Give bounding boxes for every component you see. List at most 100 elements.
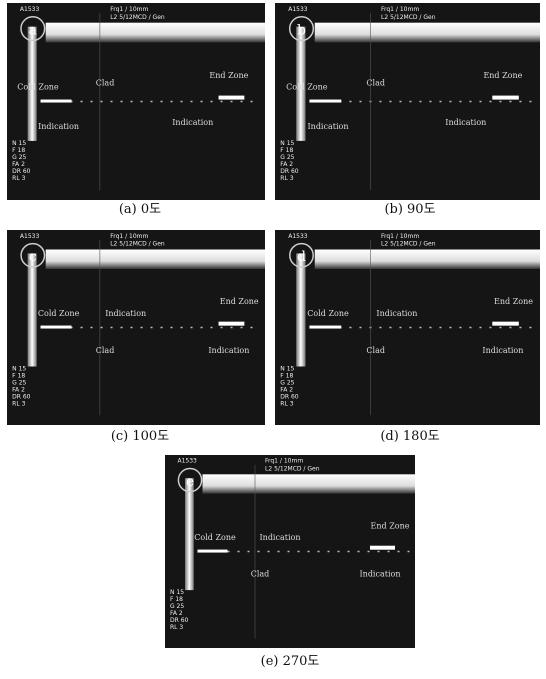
- gain-bar: [27, 26, 37, 141]
- reflection-band: [202, 474, 415, 494]
- reflection-band: [45, 249, 266, 269]
- panel-letter: c: [29, 249, 37, 265]
- annotation: Cold Zone: [286, 83, 328, 92]
- param-text: RL 3: [12, 175, 25, 182]
- annotation: Indication: [482, 346, 523, 355]
- annotation: Clad: [366, 79, 385, 88]
- param-text: N 15: [12, 365, 26, 372]
- param-text: N 15: [280, 140, 294, 147]
- reflection-band: [45, 22, 266, 43]
- header-text: L2 5/12MCD / Gen: [110, 14, 165, 21]
- annotation: Clad: [96, 346, 115, 355]
- param-text: RL 3: [12, 400, 25, 407]
- param-text: RL 3: [280, 400, 293, 407]
- annotation: Cold Zone: [17, 83, 59, 92]
- header-text: Frq1 / 10mm: [110, 233, 148, 240]
- reflection-band: [314, 249, 540, 269]
- param-text: F 18: [12, 372, 25, 379]
- param-text: FA 2: [12, 386, 25, 393]
- annotation: Indication: [208, 346, 249, 355]
- header-text: L2 5/12MCD / Gen: [265, 465, 320, 472]
- panel-letter: b: [297, 23, 306, 39]
- param-text: DR 60: [280, 168, 299, 175]
- param-text: N 15: [12, 140, 26, 147]
- annotation: End Zone: [209, 71, 248, 80]
- param-text: FA 2: [280, 161, 293, 168]
- param-text: N 15: [170, 589, 184, 596]
- annotation: Cold Zone: [38, 309, 80, 318]
- echo: [197, 549, 228, 553]
- param-text: F 18: [280, 372, 293, 379]
- gain-bar: [296, 26, 306, 141]
- caption: (b) 90도: [384, 202, 435, 217]
- header-text: Frq1 / 10mm: [265, 458, 303, 465]
- echo: [218, 321, 245, 326]
- header-text: Frq1 / 10mm: [381, 6, 419, 13]
- param-text: N 15: [280, 365, 294, 372]
- probe-icon: [288, 16, 315, 42]
- param-text: DR 60: [12, 393, 31, 400]
- echo: [40, 99, 72, 103]
- header-text: L2 5/12MCD / Gen: [381, 14, 436, 21]
- param-text: F 18: [280, 147, 293, 154]
- header-text: A1533: [178, 458, 198, 465]
- param-text: G 25: [12, 154, 26, 161]
- annotation: Indication: [38, 122, 79, 131]
- annotation: End Zone: [220, 297, 259, 306]
- header-text: A1533: [288, 233, 308, 240]
- panel-letter: e: [186, 474, 194, 490]
- gain-bar: [296, 253, 306, 367]
- param-text: FA 2: [12, 161, 25, 168]
- annotation: Indication: [172, 118, 213, 127]
- param-text: G 25: [12, 379, 26, 386]
- header-text: A1533: [288, 6, 308, 13]
- gain-bar: [185, 478, 194, 591]
- annotation: Indication: [445, 118, 486, 127]
- param-text: G 25: [280, 379, 294, 386]
- header-text: A1533: [20, 233, 40, 240]
- header-text: A1533: [20, 6, 40, 13]
- probe-icon: [20, 16, 46, 42]
- annotation: Clad: [96, 79, 115, 88]
- annotation: Clad: [366, 346, 385, 355]
- caption: (d) 180도: [380, 429, 439, 444]
- caption: (a) 0도: [119, 202, 161, 217]
- echo: [370, 545, 395, 550]
- annotation: Indication: [105, 309, 146, 318]
- param-text: G 25: [170, 603, 184, 610]
- panel-letter: d: [297, 249, 306, 265]
- param-text: DR 60: [170, 617, 189, 624]
- annotation: Cold Zone: [307, 309, 349, 318]
- echo: [309, 325, 342, 329]
- gain-bar: [27, 253, 37, 367]
- annotation: End Zone: [494, 297, 533, 306]
- probe-icon: [177, 467, 203, 493]
- reflection-band: [314, 22, 540, 43]
- param-text: DR 60: [280, 393, 299, 400]
- param-text: RL 3: [170, 624, 183, 631]
- header-text: L2 5/12MCD / Gen: [110, 241, 165, 248]
- annotation: Indication: [260, 533, 301, 542]
- header-text: Frq1 / 10mm: [381, 233, 419, 240]
- annotation: End Zone: [371, 521, 410, 530]
- header-text: Frq1 / 10mm: [110, 6, 148, 13]
- echo: [40, 325, 72, 329]
- echo: [492, 321, 519, 326]
- annotation: Cold Zone: [194, 533, 236, 542]
- param-text: FA 2: [170, 610, 183, 617]
- annotation: Indication: [376, 309, 417, 318]
- annotation: Clad: [251, 570, 270, 579]
- param-text: RL 3: [280, 175, 293, 182]
- param-text: FA 2: [280, 386, 293, 393]
- panel-letter: a: [29, 23, 37, 39]
- param-text: DR 60: [12, 168, 31, 175]
- header-text: L2 5/12MCD / Gen: [381, 241, 436, 248]
- annotation: Indication: [308, 122, 349, 131]
- caption: (e) 270도: [261, 654, 320, 669]
